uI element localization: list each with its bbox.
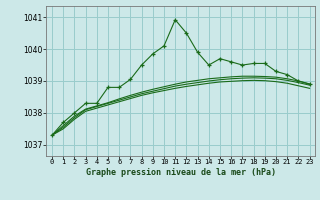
- X-axis label: Graphe pression niveau de la mer (hPa): Graphe pression niveau de la mer (hPa): [86, 168, 276, 177]
